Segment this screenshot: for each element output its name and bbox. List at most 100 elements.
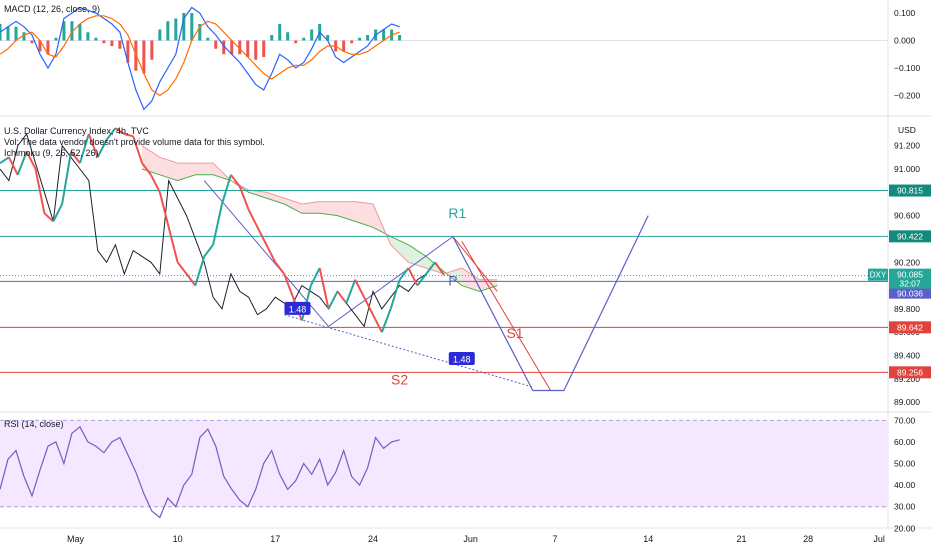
rsi-axis-tick: 20.00 xyxy=(894,523,916,533)
macd-signal-line xyxy=(0,15,400,97)
rsi-axis-tick: 50.00 xyxy=(894,459,916,469)
macd-histogram-bar xyxy=(278,24,282,41)
pivot-badge xyxy=(889,288,931,299)
level-annotation-P: P xyxy=(448,273,457,289)
level-annotation-S2: S2 xyxy=(391,372,408,388)
macd-histogram-bar xyxy=(254,40,258,60)
macd-axis-tick: 0.100 xyxy=(894,8,916,18)
symbol-tag xyxy=(868,268,888,281)
macd-histogram-bar xyxy=(38,40,42,52)
trend-line-4 xyxy=(284,314,533,388)
macd-histogram-bar xyxy=(126,40,130,63)
price-axis-tick: 90.600 xyxy=(894,211,920,221)
macd-histogram-bar xyxy=(206,37,210,41)
measure-label-box xyxy=(448,352,475,366)
time-axis-tick: 24 xyxy=(368,534,378,544)
rsi-line xyxy=(0,425,400,519)
price-segment xyxy=(16,151,28,176)
price-axis-tick: 90.200 xyxy=(894,257,920,267)
macd-title: MACD (12, 26, close, 9) xyxy=(4,4,101,14)
price-segment xyxy=(318,267,330,310)
price-segment xyxy=(265,244,277,263)
price-axis-tick: 89.400 xyxy=(894,351,920,361)
price-segment xyxy=(124,133,134,138)
price-segment xyxy=(0,156,10,164)
price-segment xyxy=(221,174,232,205)
price-segment xyxy=(389,279,401,310)
rsi-title: RSI (14, close) xyxy=(4,419,64,429)
price-segment xyxy=(336,290,348,304)
main-chart-title: U.S. Dollar Currency Index, 4h, TVC xyxy=(4,126,149,136)
time-axis-tick: 7 xyxy=(552,534,557,544)
price-segment xyxy=(434,261,445,276)
price-badge-label: 89.642 xyxy=(897,322,923,332)
macd-histogram-bar xyxy=(182,13,186,41)
price-segment xyxy=(105,127,117,141)
price-segment xyxy=(407,267,419,287)
cloud-segment xyxy=(355,201,373,228)
macd-pane xyxy=(0,6,888,111)
macd-histogram-bar xyxy=(54,37,58,41)
price-axis-tick: 89.800 xyxy=(894,304,920,314)
cloud-segment xyxy=(266,192,285,204)
macd-histogram-bar xyxy=(294,40,298,44)
price-badge xyxy=(889,230,931,243)
price-badge xyxy=(889,321,931,334)
price-segment xyxy=(309,267,321,287)
macd-histogram-bar xyxy=(118,40,122,49)
cloud-segment xyxy=(159,157,178,181)
cloud-segment xyxy=(301,201,320,214)
level-annotation-R1: R1 xyxy=(448,205,466,221)
rsi-band-fill xyxy=(0,420,888,507)
price-badge-label: 90.815 xyxy=(897,186,923,196)
rsi-pane xyxy=(0,425,400,519)
price-segment xyxy=(7,156,19,176)
macd-histogram-bar xyxy=(270,35,274,41)
volume-note: Vol: The data vendor doesn't provide vol… xyxy=(4,137,265,147)
price-segment xyxy=(256,226,268,246)
price-badge-label: 90.422 xyxy=(897,231,923,241)
price-segment xyxy=(150,174,161,193)
measure-label-box xyxy=(284,301,311,315)
price-segment xyxy=(176,261,188,275)
price-segment xyxy=(78,133,90,164)
cloud-segment xyxy=(408,244,427,269)
cloud-segment xyxy=(461,268,480,292)
macd-histogram-bar xyxy=(6,26,10,41)
cloud-span-b xyxy=(141,145,498,281)
macd-axis-tick: −0.100 xyxy=(894,63,921,73)
macd-histogram-bar xyxy=(158,29,162,41)
rsi-axis-tick: 30.00 xyxy=(894,502,916,512)
price-segment xyxy=(372,314,383,333)
price-badge-label: 89.256 xyxy=(897,367,923,377)
macd-histogram-bar xyxy=(86,32,90,41)
price-segment xyxy=(345,279,357,304)
price-segment xyxy=(354,279,365,298)
chart-annotations: R1 P S1 S2 1.48 1.48 xyxy=(284,205,524,388)
macd-histogram-bar xyxy=(78,24,82,41)
price-segment xyxy=(158,192,170,228)
pivot-badge-label: 90.036 xyxy=(897,289,923,299)
ichimoku-label: Ichimoku (9, 26, 52, 26) xyxy=(4,148,99,158)
macd-histogram-bar xyxy=(110,40,114,46)
time-axis-tick: Jun xyxy=(463,534,478,544)
macd-histogram-bar xyxy=(382,29,386,41)
measure-label: 1.48 xyxy=(453,355,471,365)
price-series xyxy=(0,127,445,333)
rsi-axis-tick: 70.00 xyxy=(894,415,916,425)
price-axis-tick: 91.200 xyxy=(894,141,920,151)
cloud-segment xyxy=(142,145,160,175)
rsi-axis-tick: 60.00 xyxy=(894,437,916,447)
cloud-segment xyxy=(284,198,302,214)
macd-histogram-bar xyxy=(14,26,18,41)
price-segment xyxy=(87,133,99,158)
time-axis-tick: 14 xyxy=(643,534,653,544)
macd-histogram-bar xyxy=(70,21,74,41)
price-axis-tick: 91.000 xyxy=(894,164,920,174)
price-segment xyxy=(380,308,392,333)
price-segment xyxy=(132,136,144,164)
horizontal-levels xyxy=(0,190,888,373)
price-segment xyxy=(363,296,374,316)
price-segment xyxy=(416,273,428,287)
macd-histogram-bar xyxy=(166,21,170,41)
